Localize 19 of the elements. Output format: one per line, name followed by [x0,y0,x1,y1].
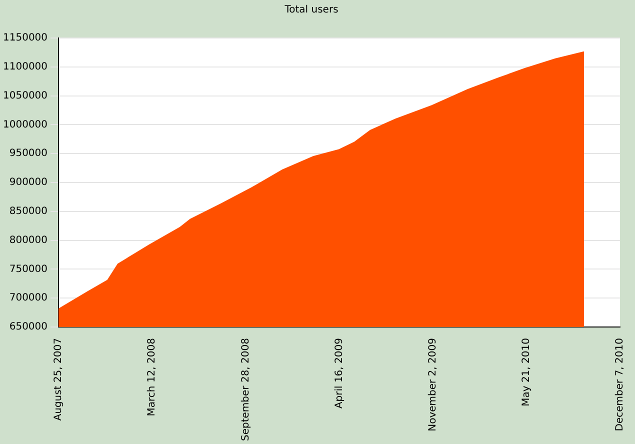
y-tick-label: 650000 [9,322,48,333]
y-tick-label: 850000 [9,206,48,218]
x-tick-label: March 12, 2008 [146,338,158,416]
y-tick-label: 900000 [9,177,48,188]
y-tick-label: 950000 [9,148,48,160]
y-tick-label: 800000 [9,234,48,246]
y-tick-label: 1100000 [2,61,48,72]
y-tick-label: 1000000 [2,119,48,130]
chart-title: Total users [284,4,338,16]
y-tick-label: 700000 [9,292,48,304]
x-tick-label: May 21, 2010 [521,338,532,406]
x-tick-label: December 7, 2010 [614,338,626,432]
x-tick-label: November 2, 2009 [427,338,438,432]
y-tick-label: 1050000 [2,90,48,102]
x-tick-label: August 25, 2007 [53,338,64,421]
y-tick-label: 1150000 [2,32,48,44]
x-tick-label: September 28, 2008 [240,338,252,441]
x-tick-label: April 16, 2009 [334,338,345,409]
y-tick-label: 750000 [9,264,48,275]
